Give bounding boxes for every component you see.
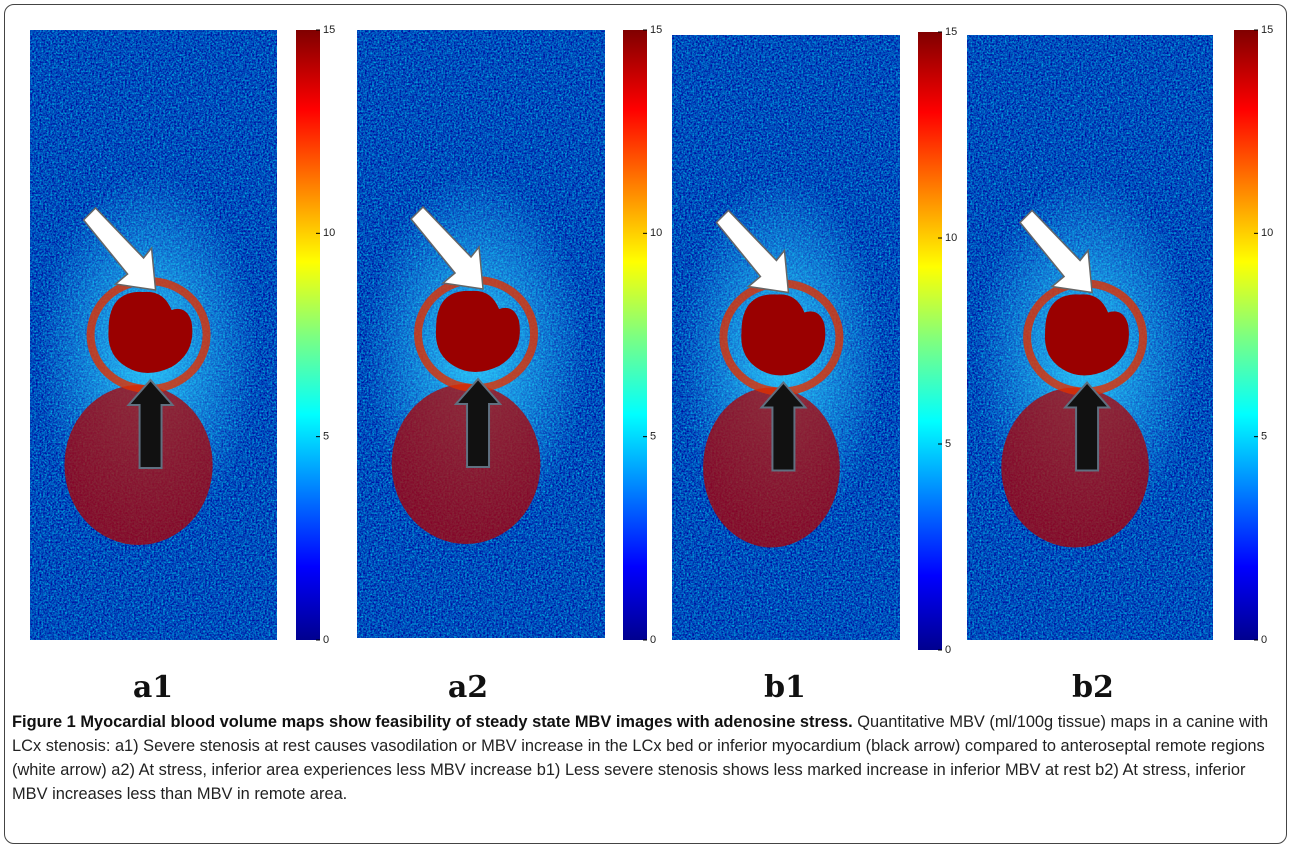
ventricle — [1044, 294, 1129, 376]
panel-label: b1 — [764, 670, 806, 705]
colorbar-tick-label: 10 — [323, 227, 335, 239]
mbv-map — [30, 30, 277, 640]
mbv-map — [967, 35, 1213, 640]
figure-caption: Figure 1 Myocardial blood volume maps sh… — [12, 710, 1282, 806]
colorbar-tick-label: 5 — [323, 431, 329, 443]
colorbar-tick-label: 5 — [650, 431, 656, 443]
white-arrow — [715, 209, 790, 294]
colorbar-tick-label: 0 — [945, 644, 951, 656]
black-arrow — [453, 377, 503, 468]
colorbar-tick-label: 10 — [1261, 227, 1273, 239]
panel-label: a1 — [133, 670, 173, 705]
panel-label: b2 — [1072, 670, 1114, 705]
colorbar-tick-label: 15 — [650, 24, 662, 36]
black-arrow — [126, 378, 175, 469]
colorbar-tick-label: 10 — [945, 232, 957, 244]
colorbar-tick-label: 15 — [323, 24, 335, 36]
colorbar-tick-label: 0 — [1261, 634, 1267, 646]
mbv-map — [357, 30, 605, 638]
ventricle — [108, 291, 193, 373]
figure-panels: 0 5 10 15 a1 0 5 10 15 a2 0 5 10 15 b1 0 5 10 15 b2 — [30, 24, 1273, 705]
colorbar-tick-label: 5 — [1261, 431, 1267, 443]
colorbar — [1234, 30, 1258, 640]
colorbar-tick-label: 0 — [650, 634, 656, 646]
white-arrow — [410, 205, 484, 290]
white-arrow — [82, 206, 157, 291]
colorbar — [918, 32, 942, 650]
mbv-map — [672, 35, 900, 640]
ventricle — [741, 294, 826, 376]
white-arrow — [1019, 209, 1093, 294]
lower-tissue — [703, 387, 840, 548]
colorbar-tick-label: 5 — [945, 438, 951, 450]
colorbar-tick-label: 15 — [1261, 24, 1273, 36]
black-arrow — [759, 380, 808, 472]
caption-title: Myocardial blood volume maps show feasib… — [80, 713, 853, 731]
caption-label: Figure 1 — [12, 713, 76, 731]
colorbar — [623, 30, 647, 640]
ventricle — [435, 290, 520, 372]
colorbar — [296, 30, 320, 640]
panel-label: a2 — [448, 670, 488, 705]
colorbar-tick-label: 0 — [323, 634, 329, 646]
caption-text: Quantitative MBV (ml/100g tissue) maps i… — [12, 713, 1269, 803]
black-arrow — [1062, 380, 1112, 472]
colorbar-tick-label: 10 — [650, 227, 662, 239]
colorbar-tick-label: 15 — [945, 26, 957, 38]
page: 0 5 10 15 a1 0 5 10 15 a2 0 5 10 15 b1 0 5 10 15 b2 Figure … — [4, 4, 1287, 844]
